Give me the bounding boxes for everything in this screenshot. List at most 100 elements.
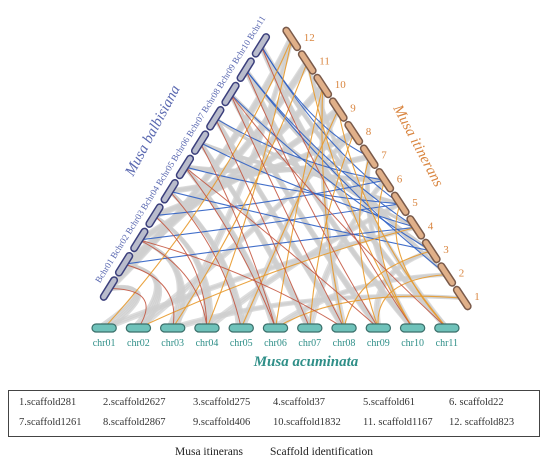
- chromosome-chr04: [194, 323, 220, 333]
- chromosome-fill: [207, 107, 223, 130]
- legend-item: 9.scaffold406: [193, 417, 251, 428]
- synteny-link-orange: [172, 62, 308, 329]
- legend-item: 4.scaffold37: [273, 397, 326, 408]
- chromosome-fill: [192, 131, 208, 154]
- scaffold-fill: [283, 28, 300, 50]
- scaffold-fill: [407, 216, 424, 239]
- synteny-link-blue: [260, 45, 370, 158]
- scaffold-label: 11: [319, 55, 330, 67]
- synteny-link-grey: [231, 94, 384, 332]
- scaffold-label: 1: [474, 291, 480, 303]
- chromosome-label: chr11: [436, 338, 458, 349]
- synteny-link-red: [199, 142, 276, 329]
- scaffold-fill: [376, 169, 393, 192]
- chromosome-chr07: [297, 323, 323, 333]
- chromosome-chr03: [159, 323, 186, 333]
- chromosome-fill: [101, 277, 117, 300]
- synteny-link-red: [154, 215, 208, 329]
- chromosome-chr02: [125, 323, 152, 333]
- scaffold-fill: [345, 122, 362, 144]
- synteny-link-red: [230, 93, 448, 329]
- scaffold-legend: 1.scaffold281 2.scaffold2627 3.scaffold2…: [8, 390, 540, 437]
- synteny-link-orange: [306, 62, 414, 329]
- scaffold-label: 3: [443, 244, 449, 256]
- scaffold-label: 6: [397, 173, 403, 185]
- legend-item: 12. scaffold823: [449, 417, 515, 428]
- chromosome-label: chr02: [127, 338, 150, 349]
- synteny-link-grey: [208, 203, 402, 331]
- scaffold-fill: [454, 287, 471, 309]
- chromosome-label: chr10: [401, 338, 424, 349]
- acuminata-chromosomes: chr01 chr02 chr03 chr04 chr05 chr06 chr07 chr08…: [91, 323, 460, 349]
- synteny-triangle-diagram: Bchr01Bchr02Bchr03Bchr04Bchr05Bchr06Bchr…: [91, 14, 480, 370]
- synteny-link-orange: [309, 132, 355, 329]
- synteny-link-blue: [184, 166, 401, 205]
- chromosome-fill: [177, 156, 193, 178]
- scaffold-label: 12: [304, 32, 315, 44]
- synteny-link-orange: [337, 109, 448, 329]
- caption-species: Musa itinerans: [175, 446, 244, 458]
- synteny-link-red: [123, 263, 175, 329]
- synteny-link-blue: [245, 69, 417, 228]
- scaffold-fill: [438, 263, 455, 286]
- synteny-link-orange: [103, 38, 293, 329]
- chromosome-chr10: [399, 323, 426, 333]
- synteny-link-blue: [154, 179, 385, 217]
- scaffold-fill: [330, 98, 347, 121]
- scaffold-fill: [423, 240, 440, 262]
- chromosome-label: chr07: [298, 338, 321, 349]
- synteny-link-grey: [186, 156, 372, 174]
- chromosome-label: chr09: [367, 338, 390, 349]
- chromosome-fill: [162, 180, 178, 203]
- synteny-link-red: [139, 239, 208, 329]
- grey-synteny-links: [99, 37, 464, 332]
- synteny-link-red: [184, 166, 379, 329]
- synteny-link-red: [139, 239, 345, 329]
- chromosome-fill: [222, 83, 239, 105]
- synteny-link-orange: [359, 156, 379, 329]
- chromosome-chr09: [365, 323, 392, 333]
- scaffold-label: 2: [459, 268, 465, 280]
- scaffold-fill: [314, 75, 331, 97]
- synteny-link-red: [108, 288, 147, 329]
- chromosome-label: chr04: [196, 338, 219, 349]
- synteny-link-orange: [275, 295, 463, 329]
- synteny-link-grey: [185, 167, 281, 331]
- chromosome-fill: [131, 229, 147, 251]
- scaffold-fill: [361, 145, 378, 168]
- scaffold-label: 8: [366, 126, 372, 138]
- caption-scaffold-identification: Scaffold identification: [270, 446, 373, 458]
- synteny-link-orange: [206, 38, 293, 329]
- legend-item: 11. scaffold1167: [363, 417, 433, 428]
- legend-item: 6. scaffold22: [449, 397, 504, 408]
- chromosome-fill: [253, 34, 269, 57]
- legend-item: 3.scaffold275: [193, 397, 251, 408]
- species-label-bottom: Musa acuminata: [253, 354, 359, 370]
- chromosome-chr11: [434, 323, 460, 333]
- synteny-link-grey: [216, 118, 403, 207]
- chromosome-label: chr03: [161, 338, 184, 349]
- synteny-link-orange: [343, 250, 432, 329]
- chromosome-chr05: [228, 323, 254, 333]
- legend-item: 1.scaffold281: [19, 397, 77, 408]
- scaffold-fill: [299, 51, 316, 74]
- chromosome-fill: [116, 253, 132, 276]
- chromosome-label: chr08: [333, 338, 356, 349]
- scaffold-label: 10: [335, 79, 347, 91]
- chromosome-chr01: [91, 323, 117, 333]
- synteny-link-orange: [377, 273, 447, 329]
- scaffold-label: 9: [350, 103, 356, 115]
- chromosome-label: chr05: [230, 338, 253, 349]
- chromosome-label: chr06: [264, 338, 287, 349]
- chromosome-chr08: [331, 323, 357, 333]
- scaffold-fill: [392, 193, 409, 215]
- legend-item: 10.scaffold1832: [273, 417, 341, 428]
- chromosome-fill: [146, 204, 163, 227]
- synteny-link-blue: [199, 142, 416, 228]
- synteny-link-red: [260, 45, 414, 329]
- synteny-link-orange: [138, 226, 416, 329]
- scaffold-label: 5: [412, 197, 418, 209]
- legend-item: 2.scaffold2627: [103, 397, 166, 408]
- scaffold-label: 4: [428, 220, 434, 232]
